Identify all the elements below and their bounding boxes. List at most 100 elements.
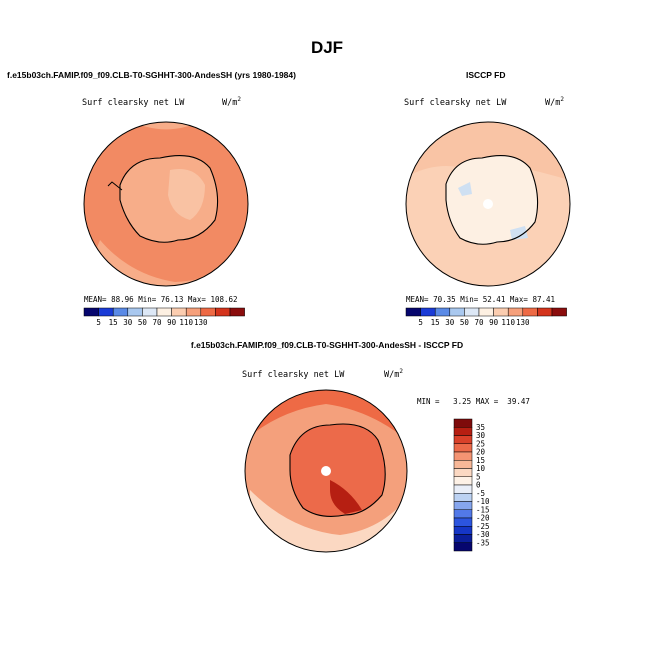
diff-pole-hole bbox=[321, 466, 331, 476]
diff-colorbar-tick-label: -5 bbox=[476, 489, 485, 498]
diff-colorbar-tick-label: -25 bbox=[476, 522, 490, 531]
obs-min-label: Min= bbox=[460, 295, 479, 304]
diff-colorbar-tick-label: 5 bbox=[476, 472, 481, 481]
diff-colorbar-cell bbox=[453, 526, 473, 535]
obs-map bbox=[405, 121, 571, 287]
obs-colorbar-cell bbox=[420, 307, 436, 317]
model-map bbox=[83, 121, 249, 287]
obs-colorbar-cell bbox=[551, 307, 567, 317]
diff-colorbar-cell bbox=[453, 460, 473, 469]
diff-units-base: W/m bbox=[384, 369, 400, 380]
obs-map-border bbox=[405, 121, 571, 287]
diff-coastline bbox=[289, 423, 386, 517]
model-variable-label: Surf clearsky net LW bbox=[82, 98, 185, 108]
model-peninsula bbox=[107, 181, 123, 191]
obs-colorbar-tick-label: 70 bbox=[474, 318, 484, 327]
diff-southern-band bbox=[250, 490, 405, 552]
diff-map bbox=[244, 389, 408, 553]
model-colorbar-tick-label: 15 bbox=[109, 318, 118, 327]
figure-title: DJF bbox=[310, 38, 344, 57]
model-colorbar: 5 15 30 50 70 90 110 130 bbox=[83, 307, 245, 327]
obs-colorbar-cell bbox=[522, 307, 538, 317]
diff-colorbar-tick-label: 0 bbox=[476, 481, 481, 490]
obs-colorbar-cell bbox=[405, 307, 421, 317]
model-units-label: W/m2 bbox=[222, 96, 241, 108]
model-colorbar-tick-label: 50 bbox=[138, 318, 148, 327]
model-colorbar-cell bbox=[200, 307, 216, 317]
obs-colorbar-tick-label: 130 bbox=[516, 318, 530, 327]
obs-coastline bbox=[445, 155, 539, 245]
diff-colorbar-tick-label: 20 bbox=[476, 448, 486, 457]
obs-colorbar-tick-label: 110 bbox=[501, 318, 515, 327]
model-colorbar-cell bbox=[112, 307, 129, 317]
obs-colorbar-tick-label: 90 bbox=[489, 318, 499, 327]
diff-colorbar-cell bbox=[453, 484, 473, 494]
diff-colorbar-tick-label: -35 bbox=[476, 538, 490, 547]
diff-colorbar-cell bbox=[453, 501, 473, 510]
model-colorbar-cell bbox=[185, 307, 202, 317]
model-northern-patch bbox=[140, 122, 200, 130]
diff-map-border bbox=[244, 389, 408, 553]
model-colorbar-tick-label: 130 bbox=[194, 318, 208, 327]
diff-colorbar-cell bbox=[453, 443, 473, 453]
diff-colorbar-tick-label: 30 bbox=[476, 431, 486, 440]
diff-colorbar-cell bbox=[453, 418, 473, 428]
diff-colorbar-tick-label: 15 bbox=[476, 456, 485, 465]
diff-colorbar-tick-label: 10 bbox=[476, 464, 486, 473]
obs-pole-hole bbox=[483, 199, 493, 209]
obs-variable-label: Surf clearsky net LW bbox=[404, 98, 507, 108]
obs-panel-title: ISCCP FD bbox=[466, 70, 506, 80]
obs-colorbar-tick-label: 30 bbox=[445, 318, 455, 327]
diff-colorbar-cell bbox=[453, 493, 473, 502]
model-mean-value: 88.96 bbox=[111, 295, 134, 304]
diff-antarctica-field bbox=[290, 424, 386, 517]
diff-units-exponent: 2 bbox=[399, 368, 403, 375]
obs-colorbar-tick-label: 5 bbox=[418, 318, 423, 327]
obs-colorbar-cell bbox=[493, 307, 509, 317]
obs-mean-value: 70.35 bbox=[433, 295, 456, 304]
obs-colorbar-cell bbox=[537, 307, 553, 317]
model-max-value: 108.62 bbox=[210, 295, 238, 304]
diff-minmax: MIN = 3.25 MAX = 39.47 bbox=[417, 397, 530, 406]
obs-colorbar-cell bbox=[449, 307, 465, 317]
diff-units-label: W/m2 bbox=[384, 368, 403, 380]
obs-colorbar-tick-label: 15 bbox=[431, 318, 440, 327]
obs-colorbar-cell bbox=[478, 307, 494, 317]
diff-colorbar-tick-label: -20 bbox=[476, 514, 490, 523]
diff-colorbar-tick-label: -15 bbox=[476, 505, 490, 514]
diff-colorbar-cell bbox=[453, 542, 473, 552]
diff-northern-field bbox=[245, 390, 407, 440]
obs-antarctica-field bbox=[446, 155, 538, 245]
obs-blue-patch bbox=[458, 182, 472, 196]
model-colorbar-cell bbox=[215, 307, 231, 317]
model-colorbar-tick-label: 5 bbox=[96, 318, 101, 327]
model-stats: MEAN= 88.96 Min= 76.13 Max= 108.62 bbox=[84, 295, 238, 304]
diff-variable-label: Surf clearsky net LW bbox=[242, 370, 345, 380]
model-max-label: Max= bbox=[187, 295, 206, 304]
obs-northern-field bbox=[406, 122, 570, 180]
model-mean-label: MEAN= bbox=[84, 295, 107, 304]
model-colorbar-cell bbox=[127, 307, 143, 317]
diff-colorbar-cell bbox=[453, 509, 473, 519]
model-panel-title: f.e15b03ch.FAMIP.f09_f09.CLB-T0-SGHHT-30… bbox=[7, 70, 296, 80]
obs-min-value: 52.41 bbox=[482, 295, 506, 304]
diff-panel-title: f.e15b03ch.FAMIP.f09_f09.CLB-T0-SGHHT-30… bbox=[190, 340, 464, 350]
diff-colorbar-tick-label: 25 bbox=[476, 439, 485, 448]
model-colorbar-cell bbox=[171, 307, 187, 317]
obs-colorbar: 5 15 30 50 70 90 110 130 bbox=[405, 307, 567, 327]
model-colorbar-cell bbox=[142, 307, 158, 317]
model-units-exponent: 2 bbox=[237, 96, 241, 103]
model-plateau-field bbox=[168, 169, 205, 220]
model-colorbar-cell bbox=[83, 307, 99, 317]
diff-colorbar-cell bbox=[453, 427, 473, 436]
obs-colorbar-cell bbox=[434, 307, 451, 317]
model-colorbar-tick-label: 30 bbox=[123, 318, 133, 327]
diff-colorbar-tick-label: -30 bbox=[476, 530, 490, 539]
diff-colorbar-cell bbox=[453, 534, 473, 543]
model-units-base: W/m bbox=[222, 97, 238, 108]
model-colorbar-tick-label: 110 bbox=[179, 318, 193, 327]
diff-colorbar-cell bbox=[453, 517, 473, 527]
